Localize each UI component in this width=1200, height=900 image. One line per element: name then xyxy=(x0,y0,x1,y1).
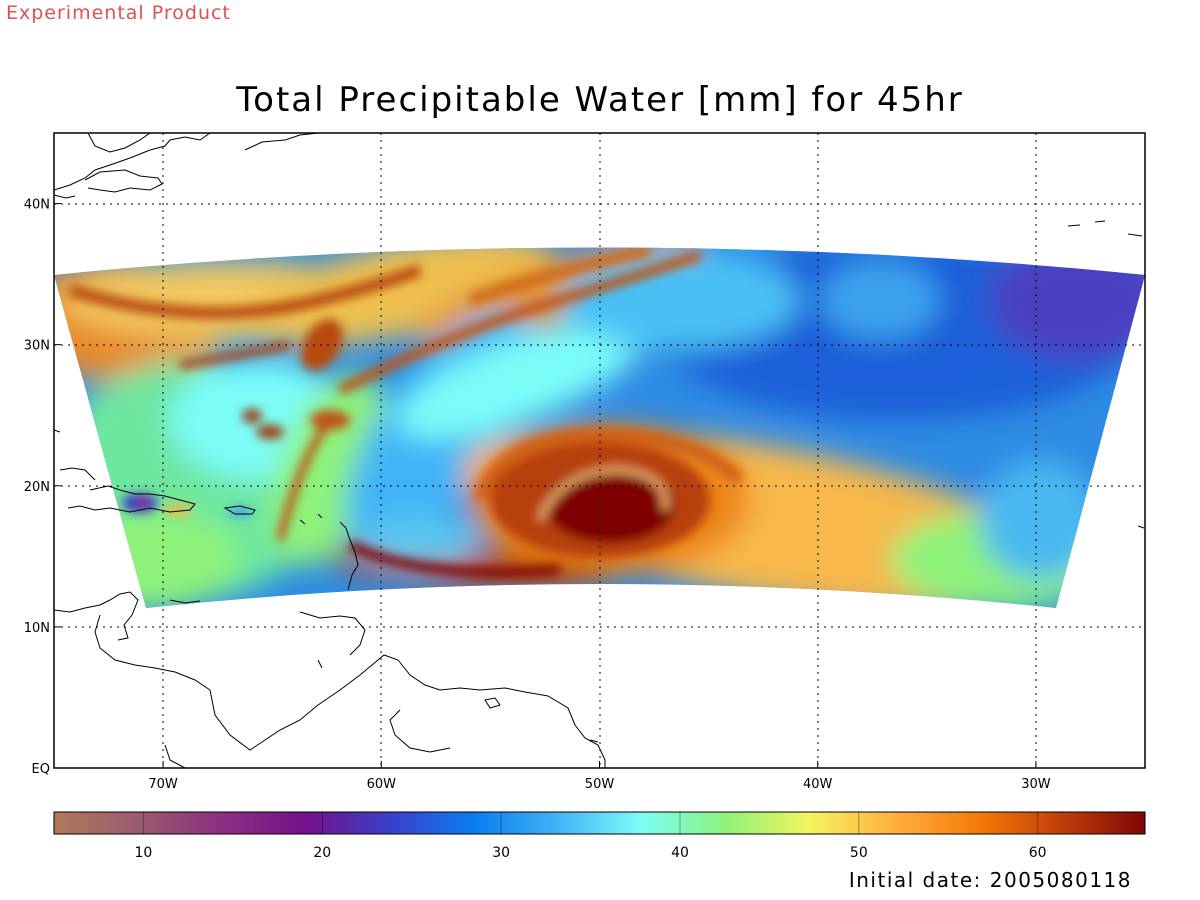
colorbar-tick-label: 60 xyxy=(1029,845,1047,861)
longitude-axis: 70W 60W 50W 40W 30W xyxy=(148,761,1051,792)
lat-tick-label: 20N xyxy=(24,480,50,495)
graticule xyxy=(54,133,1145,768)
tpw-field xyxy=(54,247,1145,608)
colorbar-tick-label: 50 xyxy=(850,845,868,861)
lon-tick-label: 30W xyxy=(1021,777,1051,792)
colorbar-tick-label: 20 xyxy=(313,845,331,861)
colorbar xyxy=(53,811,1146,835)
lon-tick-label: 50W xyxy=(585,777,615,792)
colorbar-tick-label: 10 xyxy=(135,845,153,861)
lat-tick-label: EQ xyxy=(32,762,50,777)
lat-tick-label: 30N xyxy=(24,339,50,354)
map-title: Total Precipitable Water [mm] for 45hr xyxy=(236,80,964,120)
lat-tick-label: 10N xyxy=(24,621,50,636)
lon-tick-label: 60W xyxy=(367,777,397,792)
lon-tick-label: 70W xyxy=(148,777,178,792)
initial-date-label: Initial date: 2005080118 xyxy=(848,868,1132,892)
lat-tick-label: 40N xyxy=(24,198,50,213)
latitude-axis: EQ 10N 20N 30N 40N xyxy=(24,198,61,777)
experimental-product-label: Experimental Product xyxy=(6,2,231,24)
colorbar-tick-label: 40 xyxy=(671,845,689,861)
colorbar-ticks: 10 20 30 40 50 60 xyxy=(135,812,1047,861)
lon-tick-label: 40W xyxy=(803,777,833,792)
colorbar-tick-label: 30 xyxy=(492,845,510,861)
